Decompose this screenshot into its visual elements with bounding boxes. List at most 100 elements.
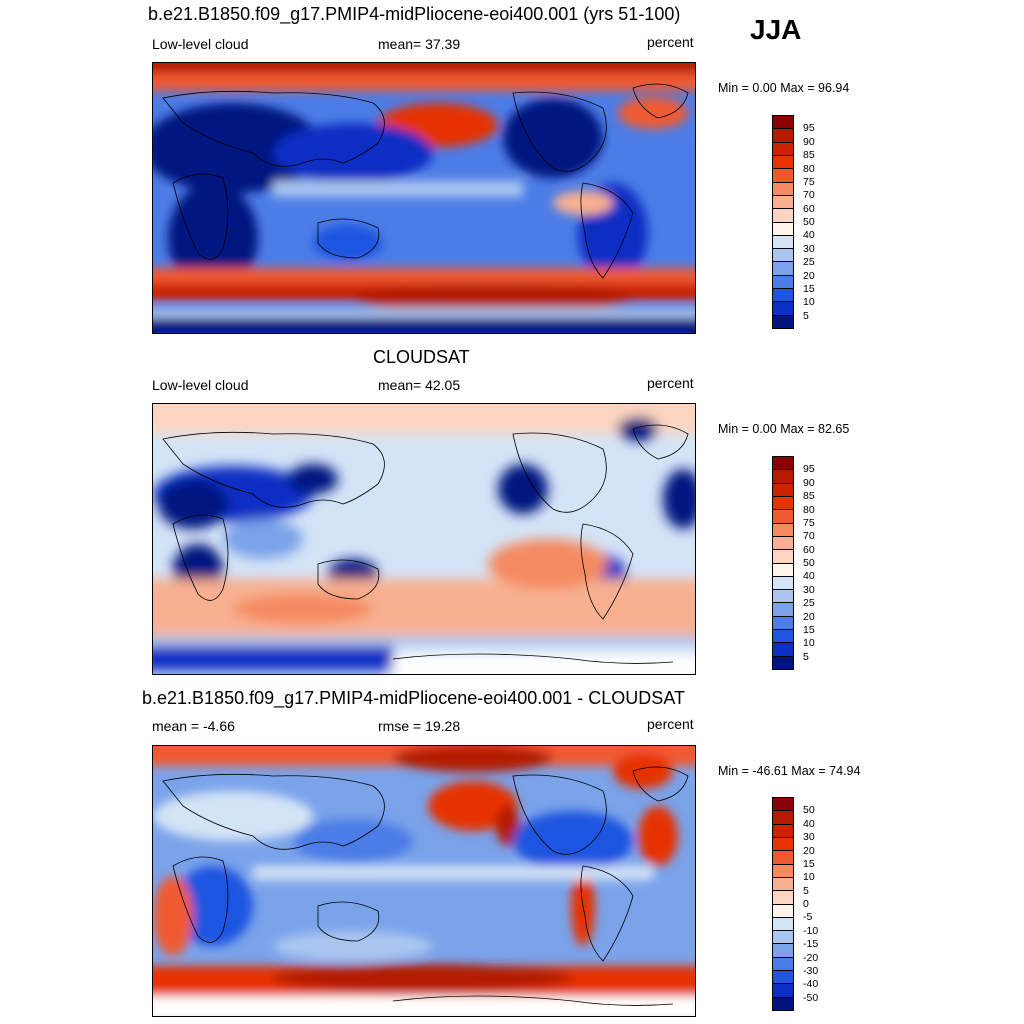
panel-3-mean-label: mean = -4.66 (152, 718, 235, 734)
colorbar-swatch (773, 984, 793, 998)
panel-3-colorbar-labels: 50 40 30 20 15 10 5 0 -5 -10 -15 -20 -30 -40 -50 (803, 797, 843, 1011)
colorbar-swatch (773, 116, 793, 130)
colorbar-swatch (773, 904, 793, 918)
colorbar-level-label: 30 (803, 831, 815, 844)
colorbar-swatch (773, 824, 793, 838)
colorbar-level-label: -40 (803, 978, 819, 991)
colorbar-swatch (773, 523, 793, 537)
colorbar-level-label: 70 (803, 530, 815, 543)
colorbar-swatch (773, 470, 793, 484)
colorbar-swatch (773, 957, 793, 972)
panel-1-variable-label: Low-level cloud (152, 36, 249, 52)
panel-3-title: b.e21.B1850.f09_g17.PMIP4-midPliocene-eo… (142, 688, 685, 708)
colorbar-level-label: 95 (803, 122, 815, 135)
colorbar-level-label: 15 (803, 623, 815, 636)
colorbar-level-label: 75 (803, 175, 815, 188)
colorbar-swatch (773, 864, 793, 878)
colorbar-swatch (773, 129, 793, 143)
panel-1-map-field (153, 63, 695, 333)
colorbar-level-label: 40 (803, 570, 815, 583)
colorbar-swatch (773, 811, 793, 825)
colorbar-swatch (773, 235, 793, 250)
panel-2-variable-label: Low-level cloud (152, 377, 249, 393)
colorbar-swatch (773, 483, 793, 497)
panel-2-colorbar (772, 456, 794, 670)
colorbar-swatch (773, 496, 793, 511)
colorbar-swatch (773, 837, 793, 852)
colorbar-level-label: 25 (803, 597, 815, 610)
panel-1-colorbar-labels: 95 90 85 80 75 70 60 50 40 30 25 20 15 10 5 (803, 115, 843, 329)
colorbar-level-label: 85 (803, 490, 815, 503)
colorbar-swatch (773, 169, 793, 183)
colorbar-swatch (773, 249, 793, 263)
panel-3-rmse-label: rmse = 19.28 (378, 718, 461, 734)
panel-3-units-label: percent (647, 716, 694, 732)
colorbar-level-label: 20 (803, 610, 815, 623)
colorbar-swatch (773, 315, 793, 328)
colorbar-level-label: 80 (803, 162, 815, 175)
colorbar-swatch (773, 550, 793, 564)
colorbar-level-label: 95 (803, 463, 815, 476)
panel-2-mean-label: mean= 42.05 (378, 377, 461, 393)
colorbar-swatch (773, 302, 793, 316)
colorbar-swatch (773, 142, 793, 156)
panel-2-min-max: Min = 0.00 Max = 82.65 (718, 422, 850, 436)
colorbar-level-label: 5 (803, 650, 809, 663)
colorbar-level-label: -30 (803, 964, 819, 977)
colorbar-swatch (773, 643, 793, 657)
colorbar-level-label: 40 (803, 229, 815, 242)
colorbar-level-label: 60 (803, 543, 815, 556)
colorbar-level-label: 30 (803, 242, 815, 255)
colorbar-swatch (773, 851, 793, 865)
colorbar-swatch (773, 576, 793, 591)
colorbar-swatch (773, 457, 793, 471)
colorbar-level-label: 5 (803, 309, 809, 322)
colorbar-swatch (773, 182, 793, 196)
colorbar-swatch (773, 877, 793, 892)
colorbar-level-label: 50 (803, 216, 815, 228)
colorbar-level-label: 90 (803, 476, 815, 489)
colorbar-swatch (773, 997, 793, 1010)
colorbar-level-label: 15 (803, 282, 815, 295)
colorbar-level-label: 40 (803, 817, 815, 830)
panel-2-map-field (153, 404, 695, 674)
colorbar-level-label: 50 (803, 557, 815, 569)
colorbar-level-label: 75 (803, 516, 815, 529)
panel-2-units-label: percent (647, 375, 694, 391)
colorbar-swatch (773, 971, 793, 985)
panel-2-map (152, 403, 696, 675)
panel-3-map (152, 745, 696, 1017)
colorbar-swatch (773, 222, 793, 236)
colorbar-swatch (773, 155, 793, 170)
colorbar-level-label: 30 (803, 583, 815, 596)
colorbar-swatch (773, 209, 793, 223)
panel-1-colorbar (772, 115, 794, 329)
colorbar-level-label: 10 (803, 296, 815, 309)
colorbar-swatch (773, 262, 793, 276)
panel-2-title: CLOUDSAT (373, 347, 470, 367)
colorbar-swatch (773, 656, 793, 669)
colorbar-level-label: 70 (803, 189, 815, 202)
colorbar-level-label: 20 (803, 269, 815, 282)
colorbar-level-label: -20 (803, 951, 819, 964)
panel-1-title: b.e21.B1850.f09_g17.PMIP4-midPliocene-eo… (148, 4, 681, 24)
panel-3-min-max: Min = -46.61 Max = 74.94 (718, 764, 861, 778)
colorbar-swatch (773, 944, 793, 958)
colorbar-level-label: -15 (803, 938, 819, 951)
colorbar-swatch (773, 289, 793, 303)
colorbar-swatch (773, 563, 793, 577)
colorbar-level-label: 60 (803, 202, 815, 215)
panel-3-colorbar (772, 797, 794, 1011)
colorbar-swatch (773, 798, 793, 812)
colorbar-level-label: 5 (803, 884, 809, 897)
season-label: JJA (750, 14, 802, 45)
colorbar-level-label: 20 (803, 844, 815, 857)
colorbar-swatch (773, 536, 793, 551)
colorbar-swatch (773, 603, 793, 617)
colorbar-swatch (773, 917, 793, 932)
colorbar-swatch (773, 195, 793, 210)
colorbar-level-label: 10 (803, 637, 815, 650)
panel-1-mean-label: mean= 37.39 (378, 36, 461, 52)
colorbar-level-label: -10 (803, 924, 819, 937)
colorbar-swatch (773, 275, 793, 290)
